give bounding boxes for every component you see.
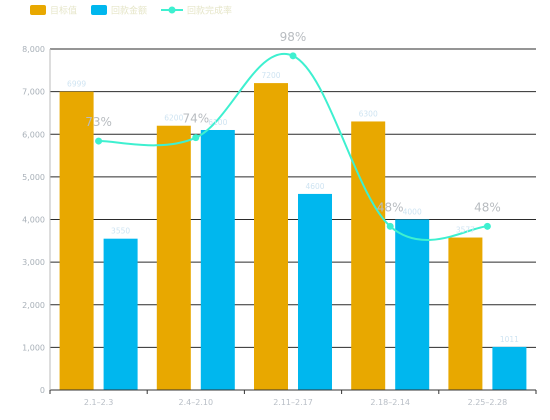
bar-collected: [492, 346, 527, 390]
completion-line: [95, 52, 491, 241]
completion-rate-label: 48%: [474, 200, 501, 214]
y-tick-label: 3,000: [22, 258, 45, 267]
x-category-label: 2.4–2.10: [179, 398, 214, 407]
bar-target: [59, 91, 94, 390]
legend-swatch: [91, 5, 107, 15]
bar-value-label: 6100: [208, 118, 227, 127]
y-tick-label: 1,000: [22, 343, 45, 352]
completion-rate-label: 74%: [182, 112, 209, 126]
y-tick-label: 8,000: [22, 45, 45, 54]
bar-value-label: 6200: [164, 114, 183, 123]
x-axis: 2.1–2.3 2.4–2.10 2.11–2.17 2.18–2.14 2.25–2.…: [49, 49, 537, 407]
bars: [59, 83, 527, 391]
x-category-label: 2.25–2.28: [468, 398, 508, 407]
bar-value-label: 1011: [500, 335, 519, 344]
y-tick-label: 4,000: [22, 216, 45, 225]
y-tick-label: 7,000: [22, 88, 45, 97]
bar-collected: [200, 129, 235, 391]
completion-rate-point: [192, 134, 200, 142]
completion-rate-point: [95, 137, 103, 145]
legend-swatch-point: [168, 6, 176, 14]
completion-rate-label: 48%: [377, 200, 404, 214]
bar-collected: [103, 238, 138, 390]
y-tick-label: 5,000: [22, 173, 45, 182]
x-category-label: 2.11–2.17: [273, 398, 313, 407]
completion-rate-point: [289, 52, 297, 60]
legend-label: 目标值: [50, 5, 77, 17]
bar-collected: [395, 219, 430, 390]
bar-value-label: 7200: [261, 71, 280, 80]
x-category-label: 2.18–2.14: [370, 398, 410, 407]
completion-rate-point: [386, 222, 394, 230]
completion-rate-label: 73%: [85, 115, 112, 129]
bar-value-label: 6999: [67, 80, 86, 89]
bar-value-label: 3577: [456, 226, 475, 235]
bar-target: [351, 121, 386, 391]
legend-label: 回款金额: [111, 5, 147, 17]
x-category-label: 2.1–2.3: [84, 398, 113, 407]
bar-target: [254, 83, 288, 390]
y-axis: 0 1,000 2,000 3,000 4,000 5,000 6,000 7,000 8,00…: [22, 45, 45, 395]
completion-rate-label: 98%: [280, 30, 307, 44]
legend: 目标值 回款金额 回款完成率: [30, 5, 232, 17]
bar-value-label: 4000: [403, 208, 422, 217]
bar-target: [448, 237, 483, 390]
y-tick-label: 0: [40, 386, 45, 395]
data-labels: 6999 6200 7200 6300 3577 3550 6100 4600 4000 1011…: [67, 30, 519, 344]
legend-label: 回款完成率: [187, 5, 232, 17]
bar-value-label: 4600: [305, 182, 324, 191]
completion-rate-point: [483, 222, 491, 230]
y-tick-label: 6,000: [22, 130, 45, 139]
bar-target: [156, 125, 191, 390]
bar-value-label: 6300: [359, 109, 378, 118]
y-tick-label: 2,000: [22, 301, 45, 310]
bar-value-label: 3550: [111, 227, 130, 236]
legend-swatch: [30, 5, 46, 15]
bar-collected: [298, 193, 332, 390]
